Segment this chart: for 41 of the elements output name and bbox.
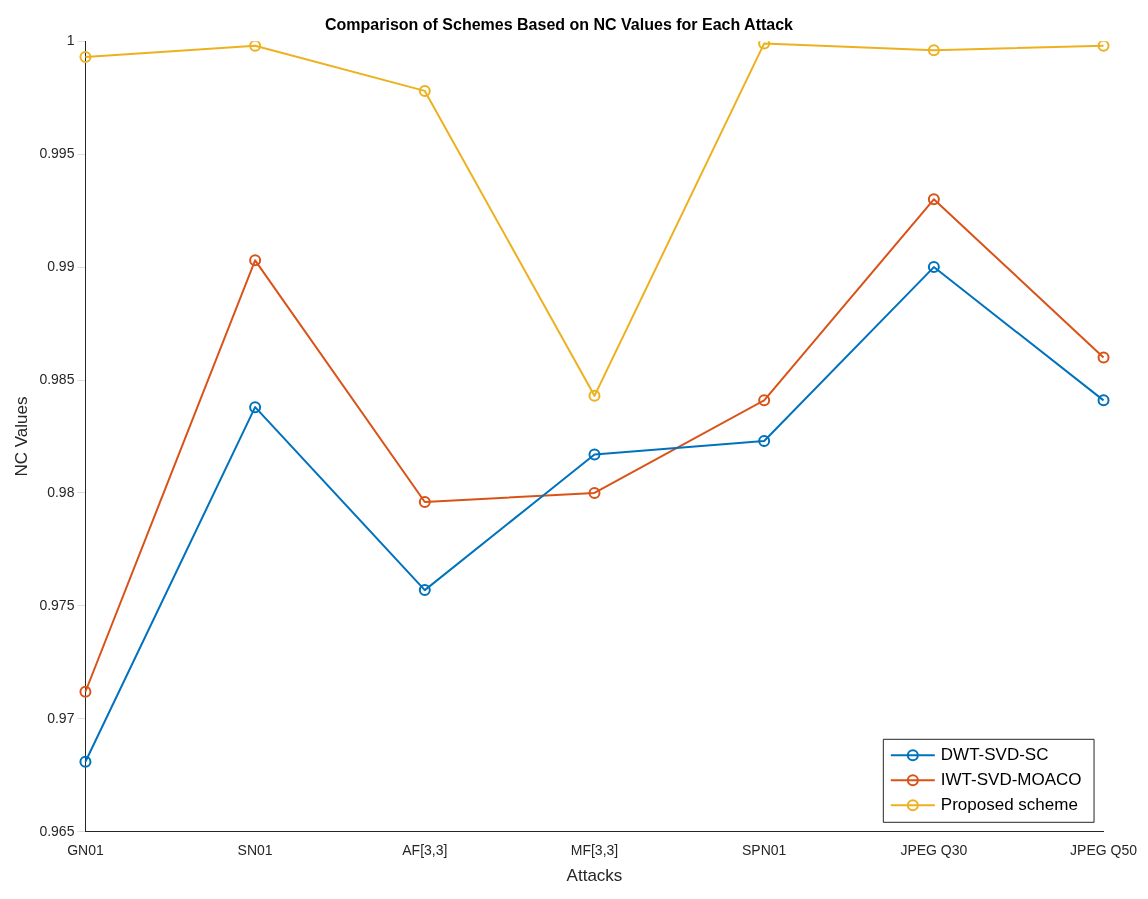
x-tick-label: SPN01: [741, 842, 787, 859]
y-tick-label: 0.965: [39, 822, 75, 839]
legend-label: DWT-SVD-SC: [940, 744, 1049, 764]
point: [927, 193, 940, 206]
point: [927, 261, 940, 274]
x-axis-title: Attacks: [566, 866, 623, 886]
point: [758, 394, 771, 407]
point: [418, 84, 431, 97]
x-tick-label: JPEG Q50: [1070, 842, 1138, 859]
x-tick-label: MF[3,3]: [570, 842, 619, 859]
point: [758, 435, 771, 448]
point: [1097, 351, 1110, 364]
y-tick-label: 0.97: [47, 709, 75, 726]
y-tick-label: 0.99: [47, 257, 75, 274]
y-axis-title: NC Values: [11, 396, 31, 477]
point: [79, 685, 92, 698]
x-tick-label: SN01: [237, 842, 273, 859]
x-tick-label: JPEG Q30: [900, 842, 968, 859]
point: [588, 389, 601, 402]
legend-label: Proposed scheme: [940, 794, 1078, 814]
legend-label: IWT-SVD-MOACO: [940, 769, 1082, 789]
point: [418, 584, 431, 597]
point: [927, 44, 940, 57]
point: [1097, 41, 1110, 52]
y-tick-label: 1: [66, 32, 75, 49]
point: [418, 496, 431, 509]
point: [588, 448, 601, 461]
y-tick-label: 0.98: [47, 483, 75, 500]
y-tick-label: 0.995: [39, 145, 75, 161]
x-tick-label: GN01: [67, 842, 104, 859]
y-tick-label: 0.975: [39, 596, 75, 613]
point: [588, 486, 601, 499]
chart-title: Comparison of Schemes Based on NC Values for Each Attack: [325, 16, 794, 34]
x-tick-label: AF[3,3]: [402, 842, 448, 859]
point: [249, 401, 262, 414]
point: [79, 755, 92, 768]
point: [249, 254, 262, 267]
point: [1097, 394, 1110, 407]
point: [249, 41, 262, 52]
point: [79, 51, 92, 64]
y-tick-label: 0.985: [39, 370, 75, 387]
